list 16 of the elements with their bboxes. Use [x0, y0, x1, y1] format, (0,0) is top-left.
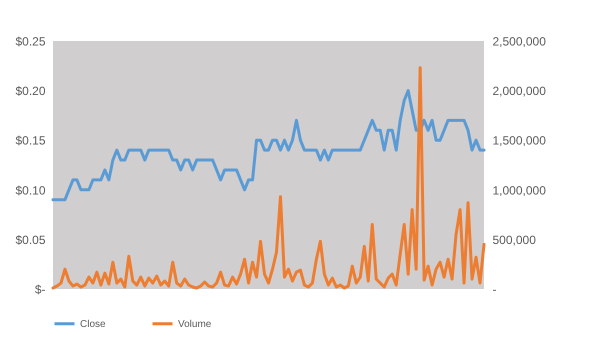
y2-tick-label: -: [492, 282, 496, 296]
legend-label: Volume: [178, 318, 212, 330]
y-tick-label: $0.05: [15, 232, 46, 247]
y-tick-label: $0.25: [15, 34, 46, 48]
line-series: [52, 89, 486, 202]
line-series: [52, 66, 486, 290]
y-tick-label: $0.20: [15, 84, 46, 98]
y-tick-label: $0.10: [15, 183, 46, 198]
y2-tick-label: 2,500,000: [492, 34, 546, 48]
y2-tick-label: 1,500,000: [492, 134, 546, 148]
y2-tick-label: 1,000,000: [492, 183, 546, 198]
y-tick-label: $0.15: [15, 134, 46, 148]
y-tick-label: $-: [34, 282, 46, 296]
y2-tick-label: 2,000,000: [492, 84, 546, 98]
legend-label: Close: [80, 318, 106, 330]
y2-tick-label: 500,000: [492, 232, 536, 247]
